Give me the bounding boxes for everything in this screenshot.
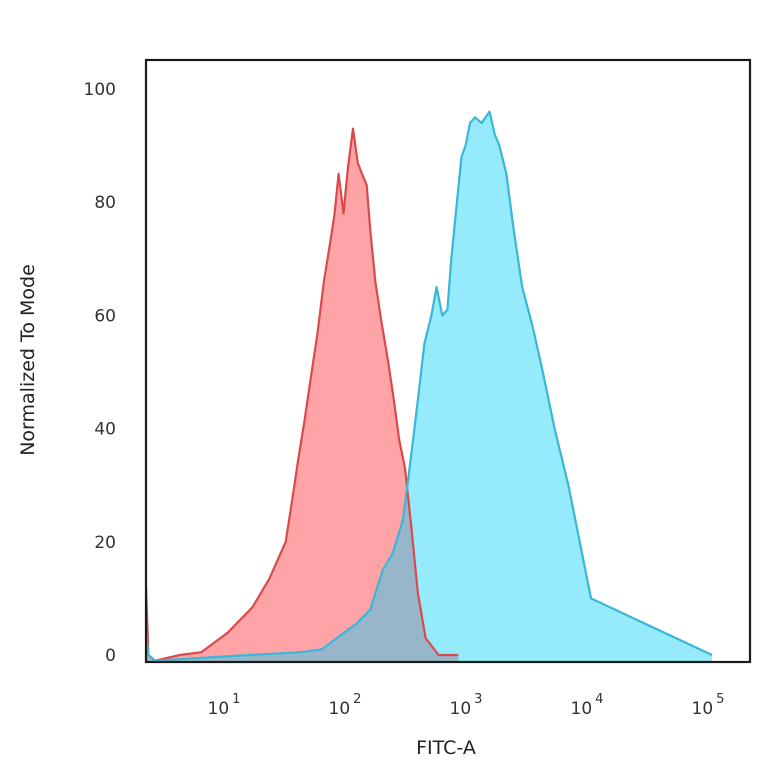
x-tick-label: 10 4 <box>571 692 604 719</box>
y-tick-label: 80 <box>94 193 116 213</box>
x-tick-label: 10 1 <box>208 692 241 719</box>
plot-frame <box>144 58 752 664</box>
plot-area <box>146 110 713 662</box>
isotype-control-histogram <box>146 128 459 662</box>
y-tick-label: 40 <box>94 420 116 440</box>
y-tick-label: 0 <box>105 646 116 666</box>
x-axis-ticks: 10 1 10 2 10 3 10 4 10 5 <box>208 692 725 719</box>
x-tick-label: 10 2 <box>329 692 362 719</box>
target-antibody-outline <box>146 110 713 662</box>
y-axis-ticks: 0 20 40 60 80 100 <box>84 80 116 666</box>
x-tick-label: 10 3 <box>450 692 483 719</box>
y-tick-label: 100 <box>84 80 116 100</box>
y-axis-title: Normalized To Mode <box>17 264 39 456</box>
isotype-control-outline <box>146 127 459 662</box>
y-tick-label: 60 <box>94 306 116 326</box>
x-tick-label: 10 5 <box>692 692 725 719</box>
target-antibody-histogram <box>146 111 712 662</box>
y-tick-label: 20 <box>94 533 116 553</box>
x-axis-title: FITC-A <box>416 737 476 759</box>
